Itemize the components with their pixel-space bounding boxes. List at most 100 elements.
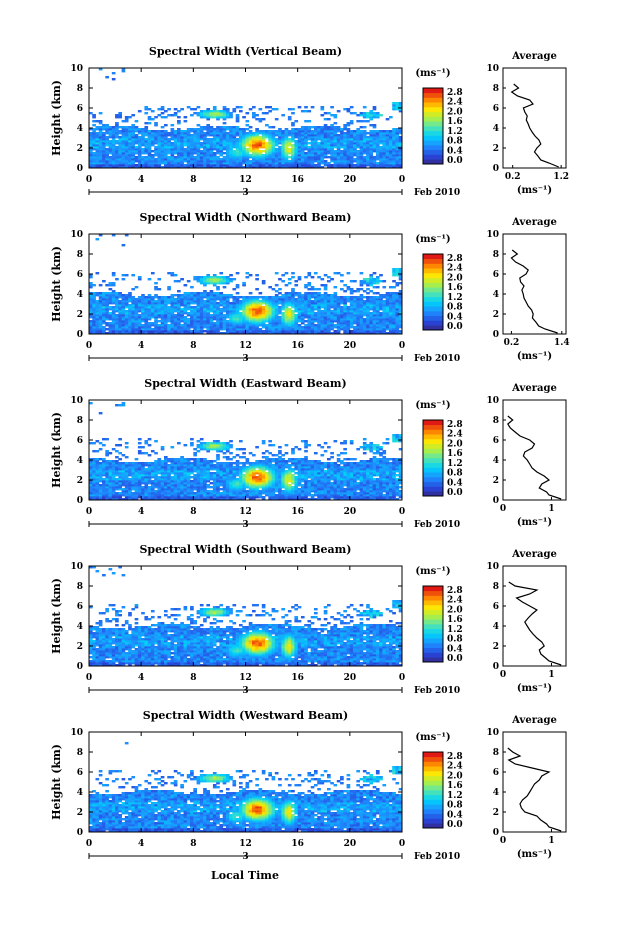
heatmap-cell — [128, 314, 132, 317]
heatmap-cell — [359, 298, 364, 301]
heatmap-cell — [177, 110, 181, 113]
heatmap-cell — [124, 152, 129, 155]
heatmap-cell — [235, 118, 240, 121]
heatmap-cell — [105, 294, 109, 297]
heatmap-cell — [349, 314, 354, 317]
heatmap-cell — [98, 412, 103, 415]
heatmap-cell — [177, 486, 181, 489]
heatmap-cell — [300, 310, 305, 313]
heatmap-cell — [134, 150, 139, 153]
heatmap-cell — [163, 110, 168, 113]
heatmap-cell — [206, 322, 211, 325]
heatmap-cell — [163, 458, 168, 461]
heatmap-cell — [346, 330, 351, 333]
heatmap-cell — [160, 326, 165, 329]
heatmap-cell — [392, 104, 396, 107]
heatmap-cell — [375, 324, 380, 327]
heatmap-cell — [199, 132, 204, 135]
heatmap-cell — [333, 142, 338, 145]
heatmap-cell — [180, 484, 184, 487]
heatmap-cell — [327, 310, 331, 313]
heatmap-cell — [392, 144, 396, 147]
heatmap-cell — [203, 302, 207, 305]
heatmap-cell — [98, 304, 103, 307]
heatmap-cell — [95, 294, 100, 297]
heatmap-cell — [95, 458, 100, 461]
heatmap-cell — [258, 312, 263, 315]
heatmap-cell — [274, 332, 279, 335]
heatmap-cell — [102, 304, 106, 307]
heatmap-cell — [278, 132, 282, 135]
heatmap-cell — [92, 152, 96, 155]
heatmap-cell — [173, 140, 178, 143]
heatmap-cell — [375, 300, 380, 303]
heatmap-cell — [128, 142, 132, 145]
heatmap-cell — [372, 312, 377, 315]
heatmap-cell — [199, 276, 204, 279]
heatmap-cell — [349, 112, 354, 115]
heatmap-cell — [92, 166, 96, 169]
heatmap-cell — [186, 304, 191, 307]
heatmap-cell — [167, 312, 171, 315]
heatmap-cell — [144, 312, 149, 315]
heatmap-cell — [366, 306, 370, 309]
heatmap-cell — [144, 164, 149, 167]
heatmap-cell — [294, 332, 299, 335]
heatmap-cell — [190, 332, 194, 335]
heatmap-cell — [118, 140, 122, 143]
heatmap-cell — [265, 106, 269, 109]
heatmap-cell — [336, 160, 341, 163]
heatmap-cell — [180, 314, 184, 317]
heatmap-cell — [284, 164, 289, 167]
heatmap-cell — [190, 324, 194, 327]
heatmap-cell — [144, 296, 149, 299]
heatmap-cell — [183, 330, 188, 333]
heatmap-cell — [128, 484, 132, 487]
heatmap-cell — [108, 126, 113, 129]
heatmap-cell — [362, 150, 367, 153]
heatmap-cell — [304, 146, 308, 149]
heatmap-cell — [392, 148, 396, 151]
heatmap-cell — [261, 160, 266, 163]
heatmap-cell — [134, 322, 139, 325]
heatmap-cell — [147, 156, 152, 159]
colorbar-tick-label: 0.4 — [447, 312, 463, 322]
heatmap-cell — [131, 142, 136, 145]
heatmap-cell — [235, 320, 240, 323]
heatmap-cell — [173, 490, 178, 493]
avg-y-tick-label: 8 — [493, 250, 499, 260]
heatmap-cell — [340, 300, 344, 303]
heatmap-cell — [245, 140, 250, 143]
heatmap-cell — [278, 150, 282, 153]
heatmap-cell — [232, 138, 237, 141]
heatmap-cell — [320, 330, 325, 333]
heatmap-cell — [160, 152, 165, 155]
heatmap-cell — [323, 308, 328, 311]
heatmap-cell — [330, 310, 334, 313]
heatmap-cell — [353, 298, 357, 301]
heatmap-cell — [105, 332, 109, 335]
heatmap-cell — [333, 326, 338, 329]
heatmap-cell — [150, 312, 155, 315]
heatmap-cell — [385, 154, 390, 157]
heatmap-cell — [398, 294, 403, 297]
heatmap-cell — [271, 324, 276, 327]
heatmap-cell — [369, 146, 374, 149]
heatmap-cell — [346, 122, 351, 125]
heatmap-cell — [353, 130, 357, 133]
heatmap-cell — [349, 146, 354, 149]
heatmap-cell — [297, 166, 302, 169]
heatmap-cell — [163, 148, 168, 151]
heatmap-cell — [382, 332, 387, 335]
heatmap-cell — [163, 296, 168, 299]
heatmap-cell — [95, 498, 100, 501]
heatmap-cell — [333, 134, 338, 137]
heatmap-cell — [274, 148, 279, 151]
heatmap-cell — [144, 328, 149, 331]
heatmap-cell — [141, 164, 145, 167]
heatmap-cell — [92, 156, 96, 159]
heatmap-cell — [92, 464, 96, 467]
heatmap-cell — [281, 324, 286, 327]
heatmap-cell — [356, 300, 361, 303]
heatmap-cell — [320, 128, 325, 131]
